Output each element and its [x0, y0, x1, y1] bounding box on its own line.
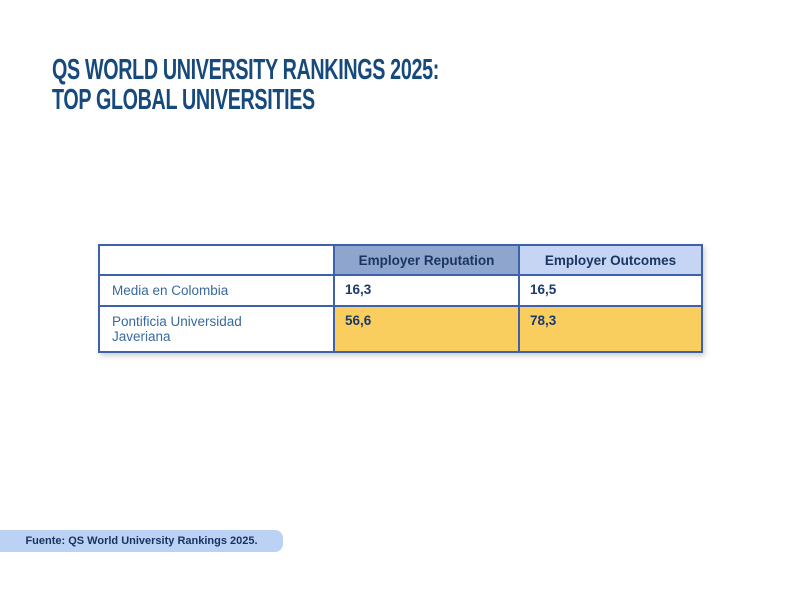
value-employer-reputation: 16,3 — [333, 274, 520, 307]
row-label: Pontificia Universidad Javeriana — [98, 305, 335, 353]
value-employer-reputation: 56,6 — [333, 305, 520, 353]
table-header-empty — [98, 244, 335, 276]
source-text: Fuente: QS World University Rankings 202… — [25, 535, 258, 547]
value-employer-outcomes: 78,3 — [518, 305, 703, 353]
row-label: Media en Colombia — [98, 274, 335, 307]
rankings-table: Employer Reputation Employer Outcomes Me… — [98, 244, 703, 353]
page-title: QS WORLD UNIVERSITY RANKINGS 2025: TOP G… — [52, 55, 439, 115]
table-header-employer-outcomes: Employer Outcomes — [518, 244, 703, 276]
page-title-line1: QS WORLD UNIVERSITY RANKINGS 2025: — [52, 54, 439, 86]
table-header-employer-reputation: Employer Reputation — [333, 244, 520, 276]
source-badge: Fuente: QS World University Rankings 202… — [0, 530, 283, 552]
value-employer-outcomes: 16,5 — [518, 274, 703, 307]
table-row-media-en-colombia: Media en Colombia 16,3 16,5 — [98, 274, 703, 307]
table-row-pontificia-universidad-javeriana: Pontificia Universidad Javeriana 56,6 78… — [98, 305, 703, 353]
page-title-line2: TOP GLOBAL UNIVERSITIES — [52, 84, 315, 116]
table-header-row: Employer Reputation Employer Outcomes — [98, 244, 703, 276]
